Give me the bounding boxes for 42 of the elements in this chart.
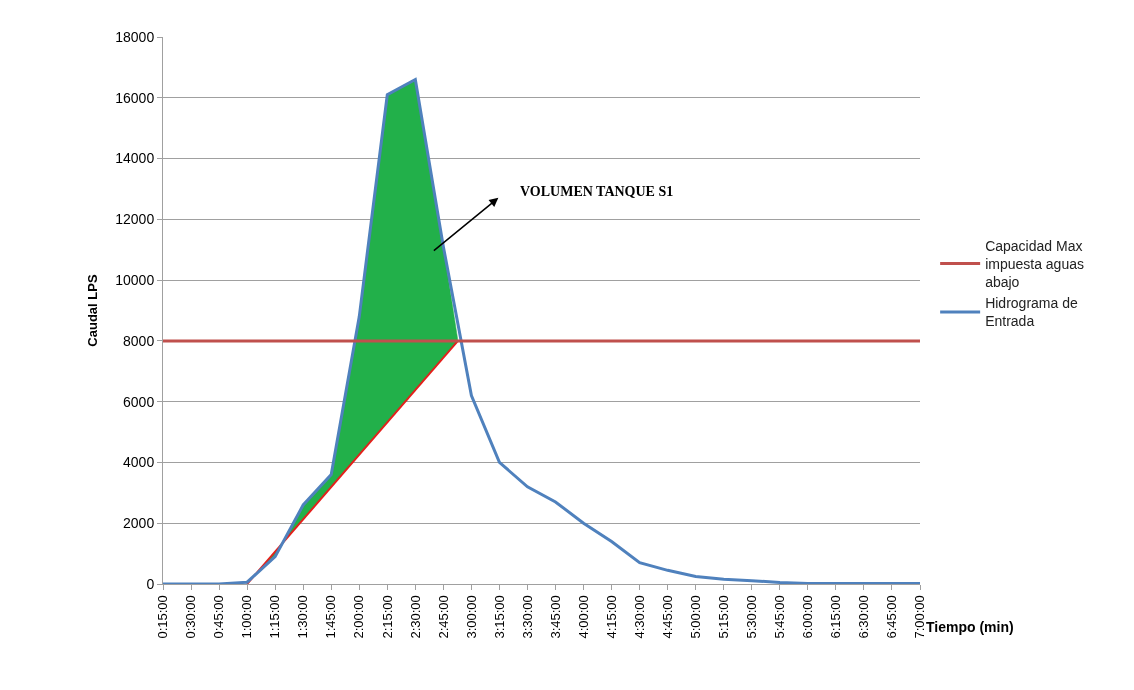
x-tick-label: 6:15:00 — [828, 595, 844, 639]
x-tick-label: 2:15:00 — [379, 595, 395, 639]
y-tick-label: 2000 — [123, 515, 155, 532]
x-tick-label: 1:45:00 — [323, 595, 339, 639]
x-tick-label: 5:00:00 — [687, 595, 703, 639]
y-tick-label: 10000 — [115, 272, 155, 289]
x-tick-label: 2:30:00 — [407, 595, 423, 639]
x-tick-label: 0:30:00 — [183, 595, 199, 639]
y-axis-title: Caudal LPS — [85, 274, 101, 347]
x-tick-label: 5:45:00 — [772, 595, 788, 639]
y-tick-label: 14000 — [115, 150, 155, 167]
x-tick-label: 0:15:00 — [155, 595, 171, 639]
x-tick-label: 1:15:00 — [267, 595, 283, 639]
x-tick-label: 2:45:00 — [435, 595, 451, 639]
y-tick-label: 4000 — [123, 454, 155, 471]
x-tick-label: 3:30:00 — [519, 595, 535, 639]
x-axis-title: Tiempo (min) — [926, 619, 1014, 635]
y-tick-label: 6000 — [123, 393, 155, 410]
x-tick-label: 5:15:00 — [715, 595, 731, 639]
annotation: VOLUMEN TANQUE S1 — [520, 184, 674, 199]
x-tick-label: 0:45:00 — [211, 595, 227, 639]
x-tick-label: 4:15:00 — [603, 595, 619, 639]
x-tick-label: 6:00:00 — [800, 595, 816, 639]
x-tick-label: 4:45:00 — [659, 595, 675, 639]
x-tick-label: 6:30:00 — [856, 595, 872, 639]
x-tick-label: 3:00:00 — [463, 595, 479, 639]
legend-label: Capacidad Max impuesta aguas abajo — [985, 237, 1084, 291]
x-tick-label: 6:45:00 — [884, 595, 900, 639]
x-tick-label: 4:00:00 — [575, 595, 591, 639]
y-tick-label: 18000 — [115, 28, 155, 45]
x-tick-label: 5:30:00 — [744, 595, 760, 639]
x-tick-label: 4:30:00 — [631, 595, 647, 639]
x-tick-label: 2:00:00 — [351, 595, 367, 639]
x-tick-label: 3:15:00 — [491, 595, 507, 639]
y-tick-label: 0 — [146, 575, 155, 592]
y-tick-label: 12000 — [115, 211, 155, 228]
y-tick-label: 16000 — [115, 89, 155, 106]
x-tick-label: 1:30:00 — [295, 595, 311, 639]
x-tick-label: 1:00:00 — [239, 595, 255, 639]
legend-label: Hidrograma de Entrada — [985, 295, 1078, 330]
x-tick-label: 3:45:00 — [547, 595, 563, 639]
y-tick-label: 8000 — [123, 332, 155, 349]
